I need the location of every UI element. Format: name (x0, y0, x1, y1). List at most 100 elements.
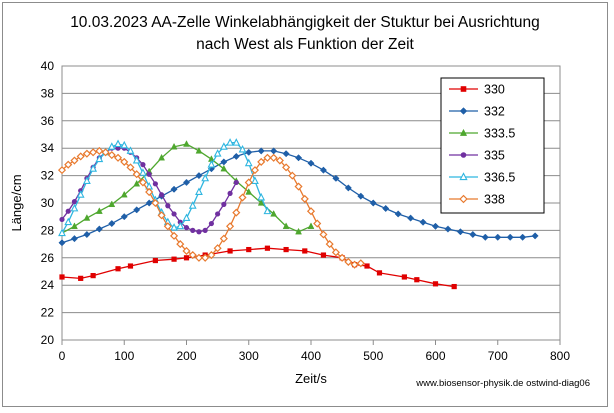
data-point (282, 222, 290, 229)
data-point (369, 199, 377, 207)
data-point (414, 277, 420, 283)
data-point (219, 142, 228, 150)
data-point (127, 263, 134, 269)
data-point (163, 222, 172, 231)
data-point (364, 263, 370, 269)
data-point (152, 257, 158, 264)
data-point (151, 198, 160, 208)
series-335 (59, 145, 239, 235)
data-point (356, 259, 365, 268)
data-point (138, 178, 147, 187)
data-point (531, 232, 539, 240)
data-point (494, 233, 502, 241)
data-point (95, 146, 104, 155)
y-tick-label: 32 (41, 169, 55, 183)
data-point (481, 233, 489, 241)
data-point (195, 187, 203, 195)
data-point (107, 142, 116, 150)
data-point (226, 222, 235, 231)
data-point (320, 252, 327, 258)
series-layer (57, 138, 539, 290)
data-point (170, 142, 178, 150)
data-point (82, 176, 91, 185)
legend-label: 332 (484, 105, 505, 119)
x-tick-label: 800 (550, 349, 570, 363)
legend-label: 333.5 (484, 127, 515, 141)
data-point (71, 199, 78, 205)
y-tick-label: 20 (41, 333, 55, 347)
data-point (332, 174, 340, 182)
x-tick-label: 600 (425, 349, 445, 363)
data-point (288, 171, 297, 180)
data-point (139, 168, 147, 176)
legend-label: 336.5 (484, 171, 515, 185)
data-point (188, 251, 197, 260)
legend-label: 330 (484, 83, 505, 97)
data-point (432, 281, 439, 287)
x-tick-label: 200 (176, 349, 196, 363)
y-tick-label: 28 (41, 223, 55, 237)
data-point (350, 260, 359, 269)
data-point (469, 230, 477, 239)
y-tick-label: 26 (41, 251, 55, 265)
legend-swatch-marker (459, 128, 468, 136)
x-tick-label: 100 (114, 349, 134, 363)
data-point (70, 203, 79, 212)
data-point (113, 153, 123, 162)
source-footnote: www.biosensor-physik.de ostwind-diag06 (415, 378, 590, 389)
data-point (232, 138, 241, 146)
series-332 (58, 147, 539, 247)
data-point (215, 211, 221, 217)
data-point (170, 231, 179, 240)
y-tick-label: 38 (41, 86, 55, 100)
data-point (132, 155, 141, 164)
data-point (282, 163, 291, 172)
data-point (319, 166, 328, 174)
data-point (90, 273, 96, 279)
data-point (182, 246, 191, 255)
data-point (232, 152, 240, 160)
data-point (120, 157, 129, 166)
data-point (246, 246, 252, 253)
y-tick-label: 22 (41, 306, 55, 320)
chart-title-line-1: 10.03.2023 AA-Zelle Winkelabhängigkeit d… (70, 14, 540, 31)
legend-swatch-marker (459, 107, 468, 115)
data-point (302, 248, 308, 254)
data-point (313, 219, 322, 228)
data-point (257, 147, 265, 155)
data-point (382, 204, 390, 213)
data-point (213, 149, 222, 157)
data-point (101, 148, 110, 157)
data-point (344, 257, 353, 266)
data-point (376, 270, 383, 276)
data-point (275, 156, 284, 165)
data-point (145, 199, 153, 207)
data-point (444, 225, 452, 233)
data-point (195, 172, 203, 180)
data-point (171, 211, 177, 217)
data-point (207, 251, 216, 260)
data-point (506, 233, 514, 241)
x-tick-label: 700 (488, 349, 508, 363)
data-point (126, 146, 135, 154)
data-point (401, 274, 407, 280)
data-point (190, 227, 196, 233)
data-point (170, 223, 178, 231)
y-tick-labels: 20 22 24 26 28 30 32 34 36 38 40 (41, 59, 55, 347)
data-point (519, 233, 527, 241)
data-point (65, 208, 71, 214)
data-point (95, 154, 104, 163)
data-point (407, 214, 415, 222)
y-tick-label: 30 (41, 196, 55, 210)
data-point (76, 152, 85, 161)
data-point (319, 230, 328, 239)
data-point (195, 146, 203, 154)
data-point (182, 213, 191, 222)
x-tick-label: 0 (59, 349, 66, 363)
data-point (221, 201, 227, 207)
data-point (58, 239, 66, 247)
data-point (89, 164, 98, 172)
x-tick-label: 400 (301, 349, 321, 363)
data-point (165, 203, 171, 209)
